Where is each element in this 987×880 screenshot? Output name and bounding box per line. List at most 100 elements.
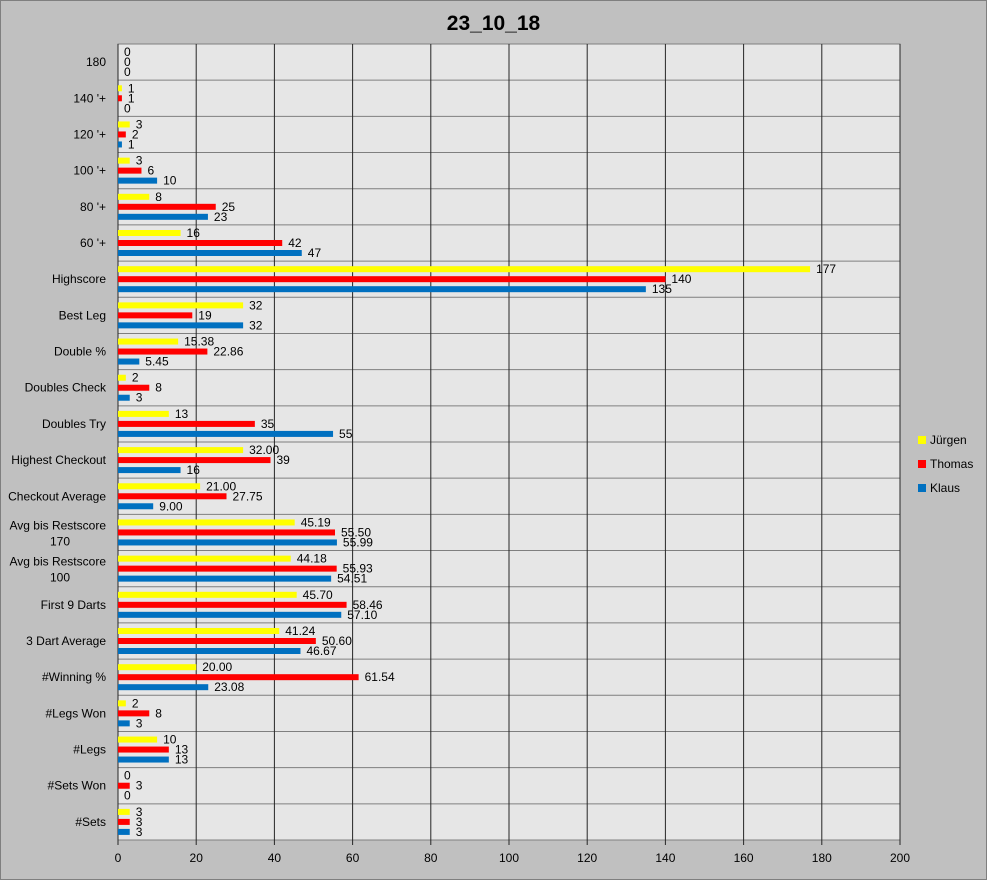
data-label: 61.54: [365, 670, 395, 684]
data-label: 3: [136, 154, 143, 168]
data-label: 19: [198, 308, 212, 322]
category-label: Checkout Average: [8, 489, 106, 503]
bar-klaus: [118, 394, 130, 401]
category-label: #Sets: [75, 815, 106, 829]
bar-jrgen: [118, 157, 130, 164]
category-label: Highscore: [52, 272, 106, 286]
data-label: 42: [288, 236, 302, 250]
data-label: 23.08: [214, 680, 244, 694]
data-label: 3: [136, 391, 143, 405]
data-label: 3: [136, 825, 143, 839]
data-label: 0: [124, 65, 131, 79]
bar-klaus: [118, 756, 169, 763]
bar-thomas: [118, 818, 130, 825]
data-label: 177: [816, 262, 836, 276]
category-label: #Sets Won: [48, 779, 106, 793]
bar-klaus: [118, 648, 301, 654]
data-label: 3: [136, 117, 143, 131]
legend-item: Klaus: [918, 476, 973, 500]
data-label: 50.60: [322, 634, 352, 648]
x-tick-label: 80: [424, 851, 438, 865]
data-label: 1: [128, 91, 135, 105]
data-label: 10: [163, 733, 177, 747]
data-label: 13: [175, 753, 189, 767]
bar-jrgen: [118, 555, 291, 562]
bar-thomas: [118, 565, 337, 572]
data-label: 13: [175, 743, 189, 757]
data-label: 22.86: [213, 345, 243, 359]
bar-jrgen: [118, 591, 297, 598]
bar-thomas: [118, 638, 316, 644]
data-label: 25: [222, 200, 236, 214]
data-label: 55: [339, 427, 353, 441]
bar-klaus: [118, 467, 181, 474]
category-label: #Winning %: [42, 670, 106, 684]
bar-jrgen: [118, 664, 197, 671]
category-label: 180: [86, 55, 106, 69]
x-tick-label: 20: [190, 851, 204, 865]
data-label: 20.00: [202, 660, 232, 674]
category-label: Highest Checkout: [11, 453, 106, 467]
bar-thomas: [118, 240, 283, 246]
data-label: 27.75: [233, 489, 263, 503]
category-label: Double %: [54, 345, 106, 359]
data-label: 140: [671, 272, 691, 286]
data-label: 47: [308, 246, 322, 260]
bar-klaus: [118, 213, 208, 220]
bar-thomas: [118, 601, 347, 608]
data-label: 58.46: [353, 598, 383, 612]
data-label: 6: [147, 164, 154, 178]
data-label: 44.18: [297, 552, 327, 566]
data-label: 45.70: [303, 588, 333, 602]
x-tick-label: 120: [577, 851, 597, 865]
data-label: 55.99: [343, 535, 373, 549]
bar-thomas: [118, 276, 666, 283]
data-label: 1: [128, 81, 135, 95]
data-label: 16: [187, 226, 201, 240]
data-label: 55.93: [343, 562, 373, 576]
bar-jrgen: [118, 266, 811, 273]
chart-title: 23_10_18: [446, 12, 541, 35]
bar-jrgen: [118, 374, 126, 381]
data-label: 10: [163, 174, 177, 188]
data-label: 41.24: [285, 624, 315, 638]
bar-thomas: [118, 203, 216, 210]
category-label: 140 '+: [73, 91, 106, 105]
data-label: 8: [155, 190, 162, 204]
bar-klaus: [118, 322, 244, 329]
legend-swatch: [918, 460, 926, 468]
bar-jrgen: [118, 519, 295, 526]
category-label: 170: [50, 534, 70, 548]
bar-thomas: [118, 131, 126, 138]
bar-thomas: [118, 348, 208, 355]
bar-klaus: [118, 684, 209, 691]
bar-thomas: [118, 420, 255, 427]
bar-thomas: [118, 710, 150, 717]
bar-jrgen: [118, 808, 130, 815]
data-label: 0: [124, 769, 131, 783]
legend-item: Thomas: [918, 452, 973, 476]
bar-thomas: [118, 782, 130, 789]
data-label: 46.67: [306, 644, 336, 658]
bar-jrgen: [118, 302, 244, 309]
data-label: 32: [249, 298, 263, 312]
data-label: 54.51: [337, 572, 367, 586]
category-label: Doubles Try: [42, 417, 106, 431]
category-label: 60 '+: [80, 236, 106, 250]
bar-jrgen: [118, 628, 280, 634]
category-label: 120 '+: [73, 127, 106, 141]
x-tick-label: 0: [115, 851, 122, 865]
legend-swatch: [918, 436, 926, 444]
data-label: 45.19: [301, 515, 331, 529]
data-label: 35: [261, 417, 275, 431]
data-label: 2: [132, 371, 139, 385]
data-label: 8: [155, 706, 162, 720]
bar-thomas: [118, 312, 193, 319]
legend-label: Jürgen: [930, 433, 967, 447]
category-label: Avg bis Restscore: [10, 518, 107, 532]
x-tick-label: 140: [655, 851, 675, 865]
legend-item: Jürgen: [918, 428, 973, 452]
data-label: 3: [136, 815, 143, 829]
bar-jrgen: [118, 85, 122, 92]
